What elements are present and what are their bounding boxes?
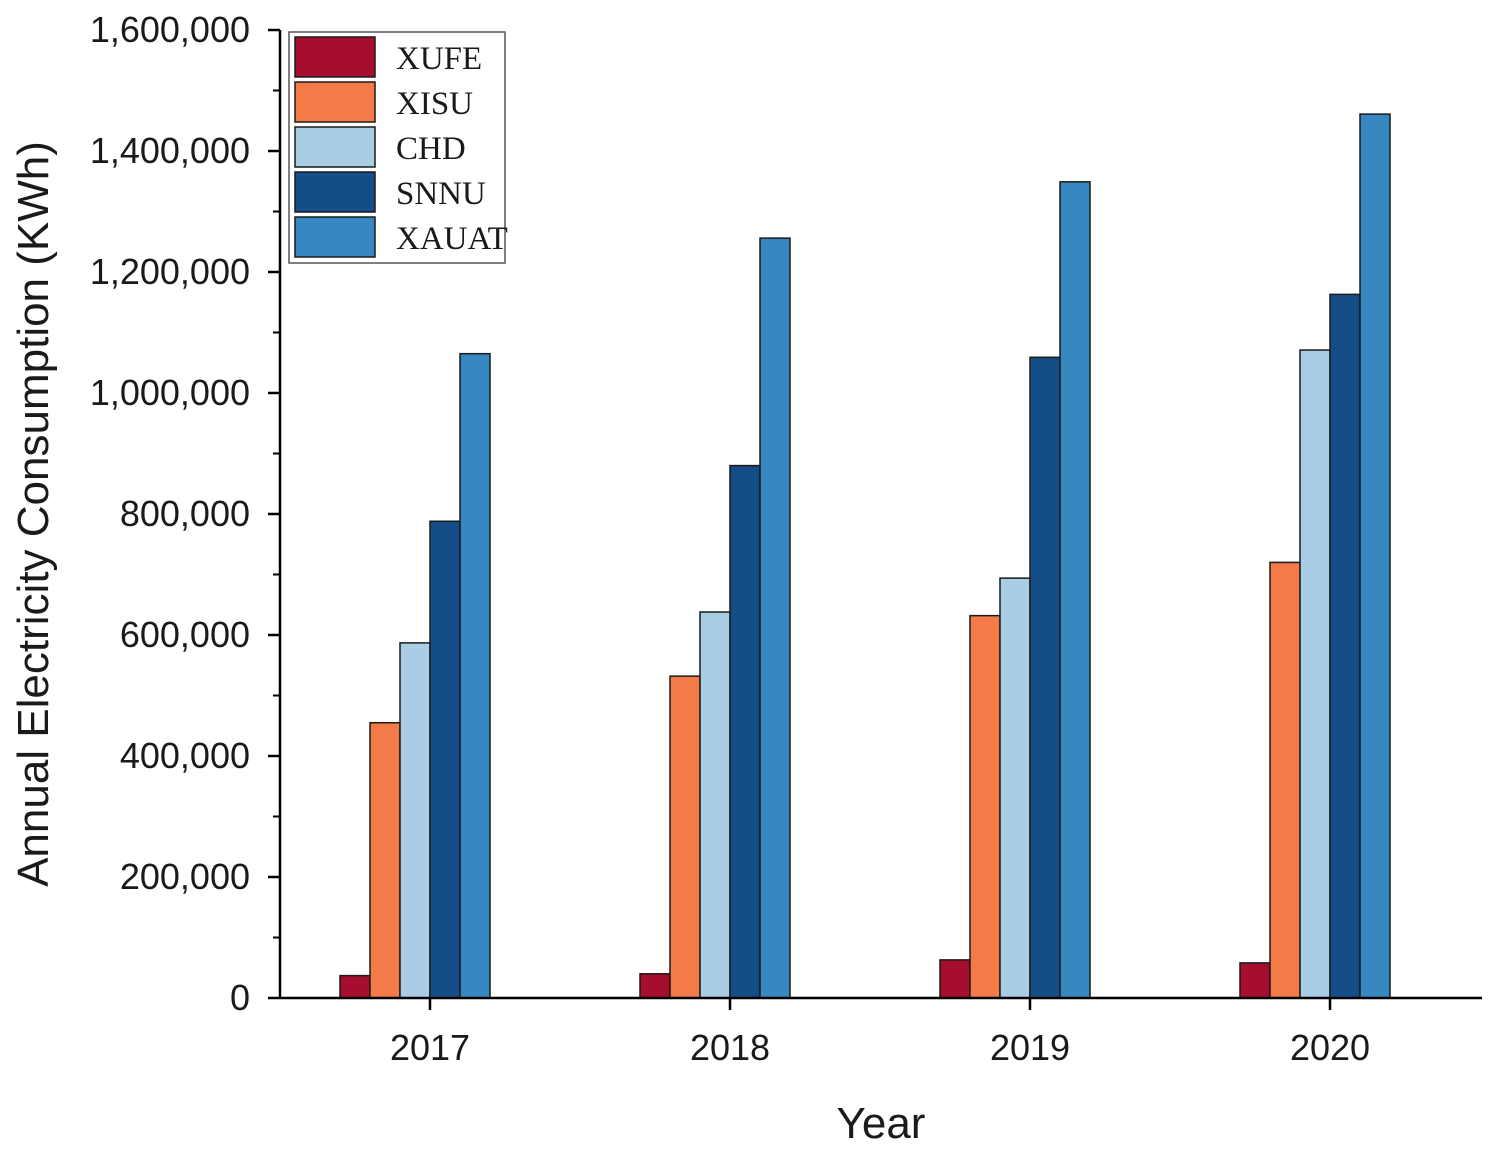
bars-layer <box>339 113 1391 999</box>
legend-label-xauat: XAUAT <box>396 221 508 257</box>
bar-snnu-2017 <box>429 520 461 999</box>
bar-xisu-2019 <box>969 614 1001 999</box>
y-tick-label: 800,000 <box>120 493 250 534</box>
bar-xufe-2019 <box>939 959 971 999</box>
bar-xufe-2017 <box>339 974 371 999</box>
bar-snnu-2018 <box>729 464 761 999</box>
legend-swatch-xauat <box>294 216 376 258</box>
bar-chd-2019 <box>999 577 1031 999</box>
y-tick-label: 200,000 <box>120 856 250 897</box>
legend-label-xufe: XUFE <box>396 41 482 77</box>
bar-xauat-2017 <box>459 352 491 999</box>
y-tick-label: 1,600,000 <box>90 9 250 50</box>
y-tick-label: 1,200,000 <box>90 251 250 292</box>
x-tick-label: 2018 <box>690 1027 770 1068</box>
bar-xisu-2020 <box>1269 561 1301 999</box>
bar-xauat-2018 <box>759 237 791 999</box>
y-tick-label: 600,000 <box>120 614 250 655</box>
bar-snnu-2019 <box>1029 356 1061 999</box>
legend-swatch-chd <box>294 126 376 168</box>
bar-xufe-2018 <box>639 973 671 999</box>
x-tick-label: 2019 <box>990 1027 1070 1068</box>
y-tick-label: 400,000 <box>120 735 250 776</box>
bar-snnu-2020 <box>1329 293 1361 999</box>
bar-chd-2018 <box>699 611 731 999</box>
bar-chd-2017 <box>399 642 431 999</box>
legend-swatch-snnu <box>294 171 376 213</box>
x-axis-title: Year <box>837 1099 926 1148</box>
y-tick-label: 1,000,000 <box>90 372 250 413</box>
legend-label-snnu: SNNU <box>396 176 486 212</box>
y-tick-label: 0 <box>230 977 250 1018</box>
x-tick-label: 2020 <box>1290 1027 1370 1068</box>
legend-label-xisu: XISU <box>396 86 473 122</box>
x-ticks: 2017 2018 2019 2020 <box>390 998 1370 1068</box>
bar-xisu-2018 <box>669 675 701 999</box>
bar-xauat-2020 <box>1359 113 1391 999</box>
legend-label-chd: CHD <box>396 131 466 167</box>
y-ticks: 0 200,000 400,000 600,000 800,000 1,000,000 1,… <box>90 9 280 1018</box>
bar-chd-2020 <box>1299 349 1331 999</box>
x-tick-label: 2017 <box>390 1027 470 1068</box>
bar-xufe-2020 <box>1239 962 1271 999</box>
bar-xauat-2019 <box>1059 181 1091 999</box>
y-axis-title: Annual Electricity Consumption (KWh) <box>9 141 58 887</box>
bar-xisu-2017 <box>369 721 401 999</box>
legend-swatch-xufe <box>294 36 376 78</box>
legend: XUFE XISU CHD SNNU XAUAT <box>288 31 508 264</box>
legend-swatch-xisu <box>294 81 376 123</box>
y-tick-label: 1,400,000 <box>90 130 250 171</box>
